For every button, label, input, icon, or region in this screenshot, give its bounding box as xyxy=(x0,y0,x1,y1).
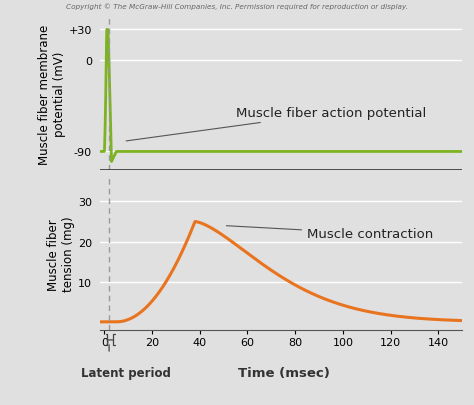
Y-axis label: Muscle fiber membrane
potential (mV): Muscle fiber membrane potential (mV) xyxy=(38,24,66,164)
Text: Latent period: Latent period xyxy=(81,367,171,379)
Y-axis label: Muscle fiber
tension (mg): Muscle fiber tension (mg) xyxy=(47,216,75,292)
Text: Time (msec): Time (msec) xyxy=(238,367,330,379)
Text: Muscle fiber action potential: Muscle fiber action potential xyxy=(126,107,426,142)
Text: Muscle contraction: Muscle contraction xyxy=(227,226,433,241)
Text: Copyright © The McGraw-Hill Companies, Inc. Permission required for reproduction: Copyright © The McGraw-Hill Companies, I… xyxy=(66,3,408,10)
